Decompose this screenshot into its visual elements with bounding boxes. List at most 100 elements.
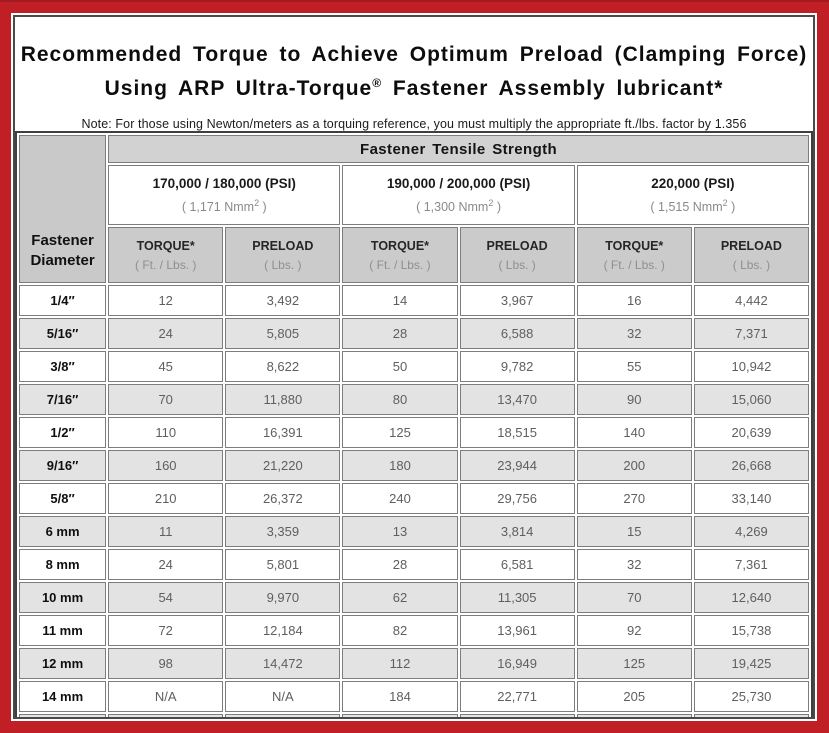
table-row: 1/4″ 12 3,492 14 3,967 16 4,442 — [19, 285, 809, 316]
registered-trademark-icon: ® — [372, 76, 383, 90]
value-cell: 29,756 — [459, 483, 575, 514]
table-header: Fastener Diameter Fastener Tensile Stren… — [19, 135, 809, 283]
diameter-cell: 11 mm — [19, 615, 107, 646]
table-row: 6 mm 11 3,359 13 3,814 15 4,269 — [19, 516, 809, 547]
value-cell: 125 — [342, 417, 458, 448]
value-cell: 4,269 — [693, 516, 809, 547]
value-cell: N/A — [225, 714, 341, 717]
units-header-row: TORQUE* ( Ft. / Lbs. ) PRELOAD ( Lbs. ) … — [19, 227, 809, 283]
value-cell: 180 — [342, 450, 458, 481]
value-cell: 110 — [108, 417, 224, 448]
value-cell: 14,472 — [225, 648, 341, 679]
psi-value: 190,000 / 200,000 (PSI) — [386, 175, 531, 191]
value-cell: 92 — [576, 615, 692, 646]
table-row: 9/16″ 160 21,220 180 23,944 200 26,668 — [19, 450, 809, 481]
diameter-cell: 1/4″ — [19, 285, 107, 316]
value-cell: 15 — [576, 516, 692, 547]
title-line-2-prefix: Using ARP Ultra-Torque — [104, 77, 373, 100]
tensile-header-row: Fastener Diameter Fastener Tensile Stren… — [19, 135, 809, 283]
torque-column-header: TORQUE* ( Ft. / Lbs. ) — [108, 227, 224, 283]
value-cell: 45 — [108, 351, 224, 382]
value-cell: N/A — [108, 681, 224, 712]
value-cell: 19,425 — [693, 648, 809, 679]
corner-header-cell: Fastener Diameter — [19, 135, 107, 283]
value-cell: 7,361 — [693, 549, 809, 580]
value-cell: 23,944 — [459, 450, 575, 481]
diameter-cell: 3/8″ — [19, 351, 107, 382]
diameter-cell: 6 mm — [19, 516, 107, 547]
value-cell: 160 — [108, 450, 224, 481]
value-cell: 22,771 — [459, 681, 575, 712]
table-row: 7/16″ 70 11,880 80 13,470 90 15,060 — [19, 384, 809, 415]
table-row: 3/8″ 45 8,622 50 9,782 55 10,942 — [19, 351, 809, 382]
psi-value: 170,000 / 180,000 (PSI) — [152, 175, 296, 191]
value-cell: 9,782 — [459, 351, 575, 382]
value-cell: 210 — [108, 483, 224, 514]
value-cell: 10,942 — [693, 351, 809, 382]
value-cell: 6,588 — [459, 318, 575, 349]
value-cell: 16,391 — [225, 417, 341, 448]
value-cell: 16,949 — [459, 648, 575, 679]
value-cell: N/A — [108, 714, 224, 717]
torque-column-header: TORQUE* ( Ft. / Lbs. ) — [342, 227, 458, 283]
value-cell: 12,184 — [225, 615, 341, 646]
value-cell: 26,372 — [225, 483, 341, 514]
value-cell: 55 — [576, 351, 692, 382]
value-cell: 270 — [576, 483, 692, 514]
value-cell: 244 — [342, 714, 458, 717]
value-cell: 13,470 — [459, 384, 575, 415]
value-cell: 112 — [342, 648, 458, 679]
value-cell: 98 — [108, 648, 224, 679]
table-row: 16 mmN/AN/A24429,66427233,519 — [19, 714, 809, 717]
value-cell: 33,140 — [693, 483, 809, 514]
value-cell: 18,515 — [459, 417, 575, 448]
page-title: Recommended Torque to Achieve Optimum Pr… — [15, 40, 813, 103]
title-line-2-suffix: Fastener Assembly lubricant* — [382, 77, 724, 100]
diameter-cell: 16 mm — [19, 714, 107, 717]
strength-group-header-1: 170,000 / 180,000 (PSI) ( 1,171 Nmm2 ) — [108, 165, 341, 225]
torque-table: Fastener Diameter Fastener Tensile Stren… — [15, 131, 813, 717]
table-row: 5/16″ 24 5,805 28 6,588 32 7,371 — [19, 318, 809, 349]
table-row: 10 mm 54 9,970 62 11,305 70 12,640 — [19, 582, 809, 613]
table-row: 14 mm N/A N/A 184 22,771 205 25,730 — [19, 681, 809, 712]
value-cell: 205 — [576, 681, 692, 712]
value-cell: 32 — [576, 318, 692, 349]
content-panel: Recommended Torque to Achieve Optimum Pr… — [13, 15, 815, 719]
value-cell: 26,668 — [693, 450, 809, 481]
value-cell: 90 — [576, 384, 692, 415]
table-row: 12 mm 98 14,472 112 16,949 125 19,425 — [19, 648, 809, 679]
value-cell: 5,805 — [225, 318, 341, 349]
tensile-strength-header: Fastener Tensile Strength — [108, 135, 809, 163]
table-body: 1/4″ 12 3,492 14 3,967 16 4,442 5/16″ 24 5,805 28 6… — [19, 285, 809, 717]
preload-column-header: PRELOAD ( Lbs. ) — [459, 227, 575, 283]
value-cell: 9,970 — [225, 582, 341, 613]
diameter-cell: 8 mm — [19, 549, 107, 580]
value-cell: 32 — [576, 549, 692, 580]
value-cell: 5,801 — [225, 549, 341, 580]
diameter-cell: 10 mm — [19, 582, 107, 613]
value-cell: 3,492 — [225, 285, 341, 316]
diameter-cell: 12 mm — [19, 648, 107, 679]
value-cell: 240 — [342, 483, 458, 514]
value-cell: 12,640 — [693, 582, 809, 613]
diameter-cell: 14 mm — [19, 681, 107, 712]
preload-column-header: PRELOAD ( Lbs. ) — [693, 227, 809, 283]
value-cell: 3,967 — [459, 285, 575, 316]
value-cell: 33,519 — [693, 714, 809, 717]
nmm-value: ( 1,515 Nmm2 ) — [650, 197, 736, 215]
preload-column-header: PRELOAD ( Lbs. ) — [225, 227, 341, 283]
value-cell: 28 — [342, 549, 458, 580]
value-cell: 21,220 — [225, 450, 341, 481]
value-cell: 12 — [108, 285, 224, 316]
value-cell: 72 — [108, 615, 224, 646]
value-cell: 25,730 — [693, 681, 809, 712]
psi-header-row: 170,000 / 180,000 (PSI) ( 1,171 Nmm2 ) 1… — [19, 165, 809, 225]
value-cell: 54 — [108, 582, 224, 613]
value-cell: 200 — [576, 450, 692, 481]
value-cell: 8,622 — [225, 351, 341, 382]
value-cell: 4,442 — [693, 285, 809, 316]
nmm-value: ( 1,171 Nmm2 ) — [181, 197, 267, 215]
value-cell: 11,305 — [459, 582, 575, 613]
value-cell: 125 — [576, 648, 692, 679]
